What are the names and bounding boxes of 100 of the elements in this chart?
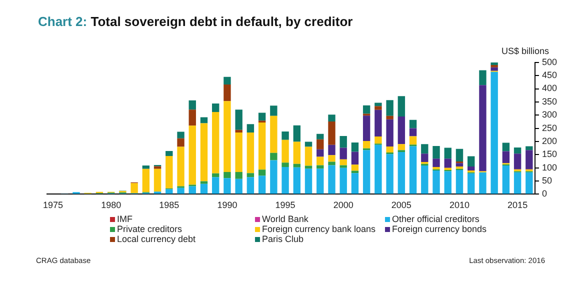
legend-label: Local currency debt (116, 234, 197, 244)
bar (293, 164, 300, 168)
bar (304, 142, 312, 147)
bar (386, 119, 394, 146)
bar (188, 126, 196, 185)
legend-label: IMF (116, 214, 134, 224)
bar (282, 167, 289, 194)
bar (432, 158, 440, 168)
bar (328, 121, 336, 145)
bar (490, 72, 498, 194)
legend-label: Private creditors (116, 224, 184, 234)
bar (351, 152, 359, 165)
bar (246, 177, 254, 194)
bar (374, 106, 382, 110)
x-tick-label: 2010 (449, 200, 470, 210)
legend-label: Paris Club (261, 234, 305, 244)
bar (490, 67, 498, 71)
bar (200, 117, 208, 124)
bar (258, 122, 266, 170)
bar (224, 84, 231, 102)
bar (200, 123, 208, 182)
bar (456, 148, 464, 162)
bar (398, 96, 406, 116)
x-tick-label: 2015 (508, 200, 528, 210)
bar (316, 156, 324, 166)
bar (246, 173, 254, 178)
bar (188, 100, 196, 110)
bar (340, 165, 347, 168)
bar (166, 189, 173, 194)
bar (224, 101, 231, 172)
bar (444, 148, 452, 159)
bar (374, 136, 382, 144)
bar (270, 116, 278, 153)
bar (374, 110, 382, 136)
bar (351, 170, 359, 174)
bar (514, 154, 522, 170)
bar (200, 181, 208, 184)
bar (398, 152, 406, 194)
bar (340, 159, 347, 166)
x-tick-label: 1980 (101, 200, 122, 210)
bar (432, 170, 440, 194)
x-tick-label: 1975 (42, 200, 64, 210)
bar (246, 124, 254, 133)
bar (328, 114, 336, 122)
bar (421, 144, 428, 154)
y-tick-label: 300 (542, 110, 558, 120)
y-tick-label: 400 (542, 83, 558, 94)
bar (154, 166, 162, 169)
bar (351, 173, 359, 194)
bar (304, 168, 312, 194)
bar (374, 102, 382, 106)
x-tick-label: 2005 (391, 200, 412, 210)
bar (328, 144, 336, 156)
x-tick-label: 2000 (333, 200, 354, 210)
x-tick-label: 1995 (275, 200, 296, 210)
bar (479, 85, 486, 172)
bar (362, 116, 370, 141)
bar (526, 172, 533, 194)
bar (502, 165, 510, 194)
y-tick-label: 500 (542, 56, 558, 67)
bar (421, 154, 428, 162)
bar (270, 152, 278, 160)
bar (282, 140, 289, 163)
bar (340, 168, 347, 194)
bar (398, 116, 406, 144)
bar (479, 172, 486, 194)
bar (444, 158, 452, 168)
bar (386, 146, 394, 153)
bar (409, 146, 417, 194)
legend-label: World Bank (261, 214, 310, 224)
bar (177, 138, 184, 147)
bar (514, 172, 522, 194)
bar (224, 76, 231, 85)
bar (235, 130, 242, 133)
bar (362, 140, 370, 148)
legend-label: Other official creditors (391, 214, 480, 224)
bar (409, 128, 417, 136)
bar (328, 162, 336, 166)
bar (188, 186, 196, 194)
bar (526, 146, 533, 150)
bar (142, 165, 150, 169)
y-tick-label: 200 (542, 136, 558, 146)
bar (270, 106, 278, 116)
chart-title: Chart 2: Total sovereign debt in default, by creditor (38, 14, 353, 29)
y-tick-label: 350 (542, 96, 558, 106)
bar (456, 170, 464, 194)
bar (142, 168, 150, 192)
bar (316, 134, 324, 140)
bar (479, 70, 486, 86)
bar (374, 144, 382, 194)
bar (468, 166, 475, 170)
bar (282, 131, 289, 140)
bar (258, 170, 266, 176)
bar (468, 156, 475, 167)
bar (282, 162, 289, 168)
bar (526, 150, 533, 170)
bar (212, 112, 220, 174)
y-tick-label: 100 (542, 162, 558, 172)
y-axis-title: US$ billions (501, 46, 549, 56)
bar (386, 116, 394, 120)
